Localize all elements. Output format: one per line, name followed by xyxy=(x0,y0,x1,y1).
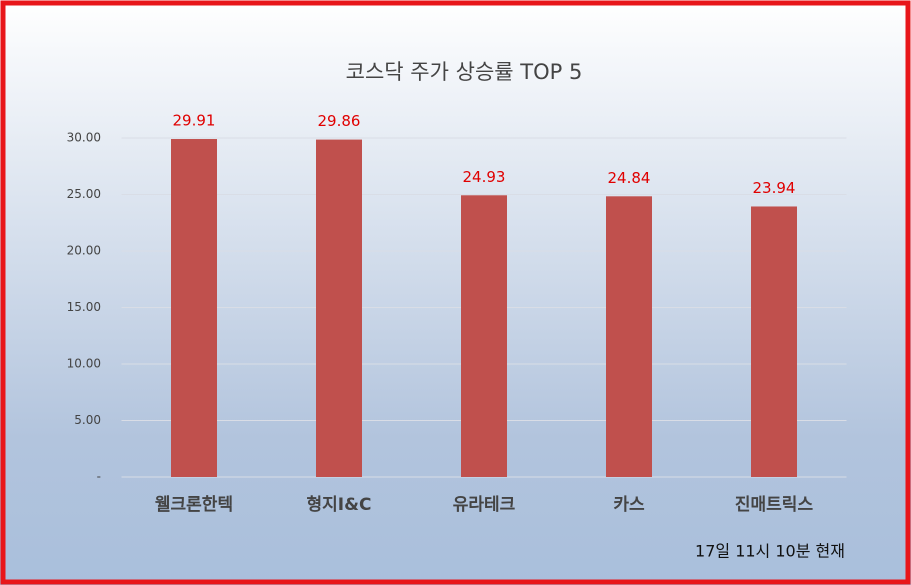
y-tick-label: 10.00 xyxy=(67,357,101,371)
x-tick-label: 웰크론한텍 xyxy=(155,495,233,515)
value-label: 23.94 xyxy=(753,179,796,197)
y-tick-label: 5.00 xyxy=(74,413,101,427)
y-tick-label: - xyxy=(97,470,101,484)
value-label: 24.84 xyxy=(608,169,651,187)
annotation: 17일 11시 10분 현재 xyxy=(695,542,845,561)
chart-title: 코스닥 주가 상승률 TOP 5 xyxy=(346,60,583,84)
x-tick-label: 카스 xyxy=(613,495,645,515)
x-tick-label: 형지I&C xyxy=(307,494,372,515)
bar xyxy=(606,196,652,478)
y-tick-label: 15.00 xyxy=(67,300,101,314)
value-label: 24.93 xyxy=(463,168,506,186)
x-tick-label: 진매트릭스 xyxy=(735,495,814,515)
bar xyxy=(316,139,362,477)
value-label: 29.91 xyxy=(173,112,216,130)
y-tick-label: 30.00 xyxy=(67,131,101,145)
bar xyxy=(751,206,797,477)
y-tick-label: 25.00 xyxy=(67,187,101,201)
value-label: 29.86 xyxy=(318,112,361,130)
x-tick-label: 유라테크 xyxy=(453,495,516,515)
y-tick-label: 20.00 xyxy=(67,244,101,258)
bar xyxy=(461,195,507,477)
bar xyxy=(171,139,217,477)
